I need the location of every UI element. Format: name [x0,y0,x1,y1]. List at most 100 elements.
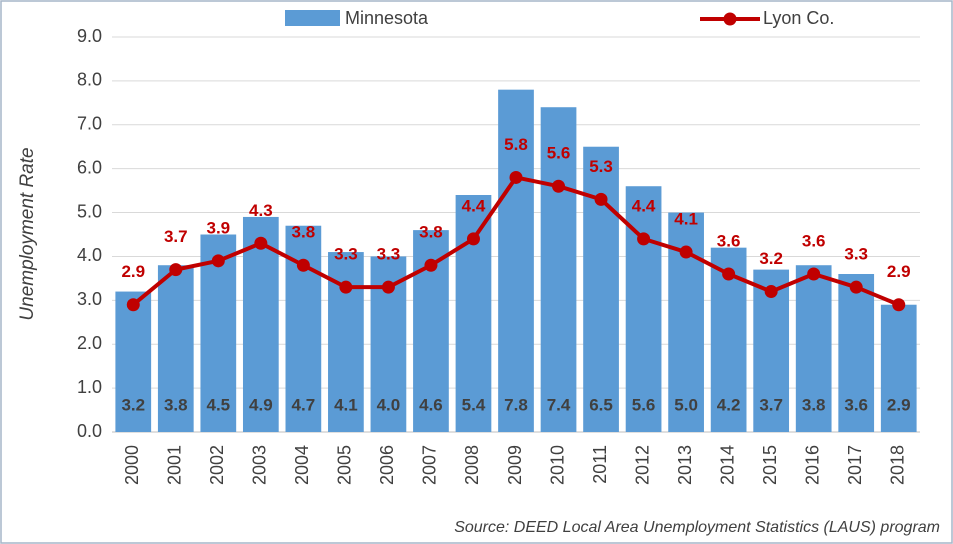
x-tick-label: 2017 [845,445,865,485]
y-tick-label: 6.0 [77,157,102,177]
bar-value-label: 6.5 [589,395,613,414]
bar [880,304,917,432]
y-tick-label: 3.0 [77,289,102,309]
line-value-label: 2.9 [887,262,911,281]
legend-marker [723,12,737,26]
line-value-label: 3.8 [292,223,316,242]
source-note: Source: DEED Local Area Unemployment Sta… [454,519,940,536]
bar-value-label: 3.7 [759,395,783,414]
bar [242,216,279,432]
y-tick-label: 9.0 [77,26,102,46]
x-tick-label: 2001 [165,445,185,485]
line-value-label: 4.4 [632,196,656,215]
line-value-label: 3.7 [164,227,188,246]
bar-value-label: 3.2 [121,395,145,414]
line-value-label: 3.3 [377,245,401,264]
line-marker [764,285,778,299]
line-value-label: 3.3 [844,245,868,264]
x-tick-label: 2009 [505,445,525,485]
line-value-label: 3.3 [334,245,358,264]
y-tick-label: 4.0 [77,245,102,265]
bar [200,234,237,432]
line-value-label: 5.8 [504,135,528,154]
bar [838,274,875,432]
line-marker [169,263,183,277]
bar-value-label: 3.8 [802,395,826,414]
bar-value-label: 3.8 [164,395,188,414]
bar-value-label: 4.5 [206,395,230,414]
y-tick-label: 7.0 [77,114,102,134]
x-tick-label: 2003 [250,445,270,485]
line-marker [381,280,395,294]
x-tick-label: 2005 [335,445,355,485]
bar-value-label: 5.4 [462,395,486,414]
bar-value-label: 4.6 [419,395,443,414]
line-marker [722,267,736,281]
bar-value-label: 4.1 [334,395,358,414]
x-tick-label: 2008 [462,445,482,485]
line-value-label: 4.3 [249,201,273,220]
line-value-label: 5.6 [547,144,571,163]
line-marker [254,236,268,250]
line-value-label: 3.2 [759,249,783,268]
x-tick-label: 2012 [632,445,652,485]
line-value-label: 5.3 [589,157,613,176]
line-marker [679,245,693,259]
y-tick-label: 2.0 [77,333,102,353]
bar-value-label: 4.9 [249,395,273,414]
x-tick-label: 2004 [292,445,312,485]
line-marker [892,298,906,312]
line-value-label: 4.4 [462,196,486,215]
line-marker [849,280,863,294]
x-tick-label: 2007 [420,445,440,485]
bar-value-label: 5.6 [632,395,656,414]
line-marker [339,280,353,294]
line-marker [296,258,310,272]
y-tick-label: 1.0 [77,377,102,397]
bar-value-label: 7.4 [547,395,571,414]
line-marker [509,170,523,184]
bar-value-label: 4.2 [717,395,741,414]
bar [583,146,619,432]
y-tick-label: 8.0 [77,70,102,90]
line-value-label: 3.6 [802,231,826,250]
line-marker [594,192,608,206]
line-value-label: 4.1 [674,210,698,229]
x-tick-label: 2015 [760,445,780,485]
x-tick-label: 2014 [717,445,737,485]
line-value-label: 3.6 [717,231,741,250]
bar-value-label: 7.8 [504,395,528,414]
bar [115,291,152,432]
bar-value-label: 4.7 [292,395,316,414]
bar-value-label: 4.0 [377,395,401,414]
x-tick-label: 2013 [675,445,695,485]
bar [157,265,194,432]
line-marker [637,232,651,246]
line-marker [552,179,566,193]
line-marker [126,298,140,312]
x-tick-label: 2016 [802,445,822,485]
legend-swatch [285,10,340,26]
x-tick-label: 2006 [377,445,397,485]
bar-value-label: 5.0 [674,395,698,414]
line-value-label: 2.9 [121,262,145,281]
line-value-label: 3.8 [419,223,443,242]
line-marker [466,232,480,246]
legend-label: Lyon Co. [763,8,834,28]
x-tick-label: 2010 [547,445,567,485]
y-tick-label: 0.0 [77,421,102,441]
line-value-label: 3.9 [206,218,230,237]
bar [540,107,577,432]
x-tick-label: 2000 [122,445,142,485]
legend-label: Minnesota [345,8,429,28]
x-tick-label: 2011 [590,445,610,484]
bar [498,89,534,433]
bar [795,265,832,432]
x-tick-label: 2002 [207,445,227,485]
y-axis-label: Unemployment Rate [17,147,38,320]
bar-value-label: 2.9 [887,395,911,414]
line-marker [211,254,225,268]
bar-value-label: 3.6 [844,395,868,414]
line-marker [807,267,821,281]
